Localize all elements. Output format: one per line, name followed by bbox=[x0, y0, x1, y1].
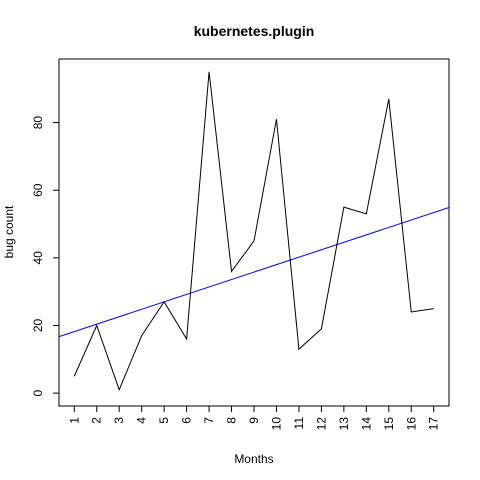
x-tick-label: 3 bbox=[112, 417, 126, 424]
trendline bbox=[59, 207, 449, 338]
y-tick-label: 80 bbox=[31, 116, 45, 130]
x-tick-label: 13 bbox=[337, 417, 351, 431]
x-tick-label: 7 bbox=[202, 417, 216, 424]
x-tick-label: 17 bbox=[427, 417, 441, 431]
x-tick-label: 4 bbox=[135, 417, 149, 424]
x-axis: 1 2 3 4 5 6 7 8 9 10 11 12 13 14 15 16 17 bbox=[67, 406, 441, 431]
x-tick-label: 12 bbox=[314, 417, 328, 431]
x-tick-label: 1 bbox=[67, 417, 81, 424]
y-tick-label: 20 bbox=[31, 319, 45, 333]
x-tick-label: 2 bbox=[90, 417, 104, 424]
chart-title: kubernetes.plugin bbox=[194, 23, 315, 39]
x-tick-label: 6 bbox=[180, 417, 194, 424]
x-tick-label: 14 bbox=[359, 417, 373, 431]
x-tick-label: 15 bbox=[382, 417, 396, 431]
x-tick-label: 8 bbox=[225, 417, 239, 424]
x-tick-label: 9 bbox=[247, 417, 261, 424]
y-tick-label: 60 bbox=[31, 183, 45, 197]
x-tick-label: 10 bbox=[269, 417, 283, 431]
y-tick-label: 40 bbox=[31, 251, 45, 265]
x-tick-label: 5 bbox=[157, 417, 171, 424]
y-axis: 0 20 40 60 80 bbox=[31, 116, 59, 396]
series-group bbox=[73, 71, 434, 392]
x-axis-label: Months bbox=[234, 452, 273, 466]
y-axis-label: bug count bbox=[2, 205, 16, 258]
y-tick-label: 0 bbox=[31, 389, 45, 396]
trendline-group bbox=[59, 207, 449, 338]
x-tick-label: 11 bbox=[292, 417, 306, 430]
x-tick-label: 16 bbox=[404, 417, 418, 431]
